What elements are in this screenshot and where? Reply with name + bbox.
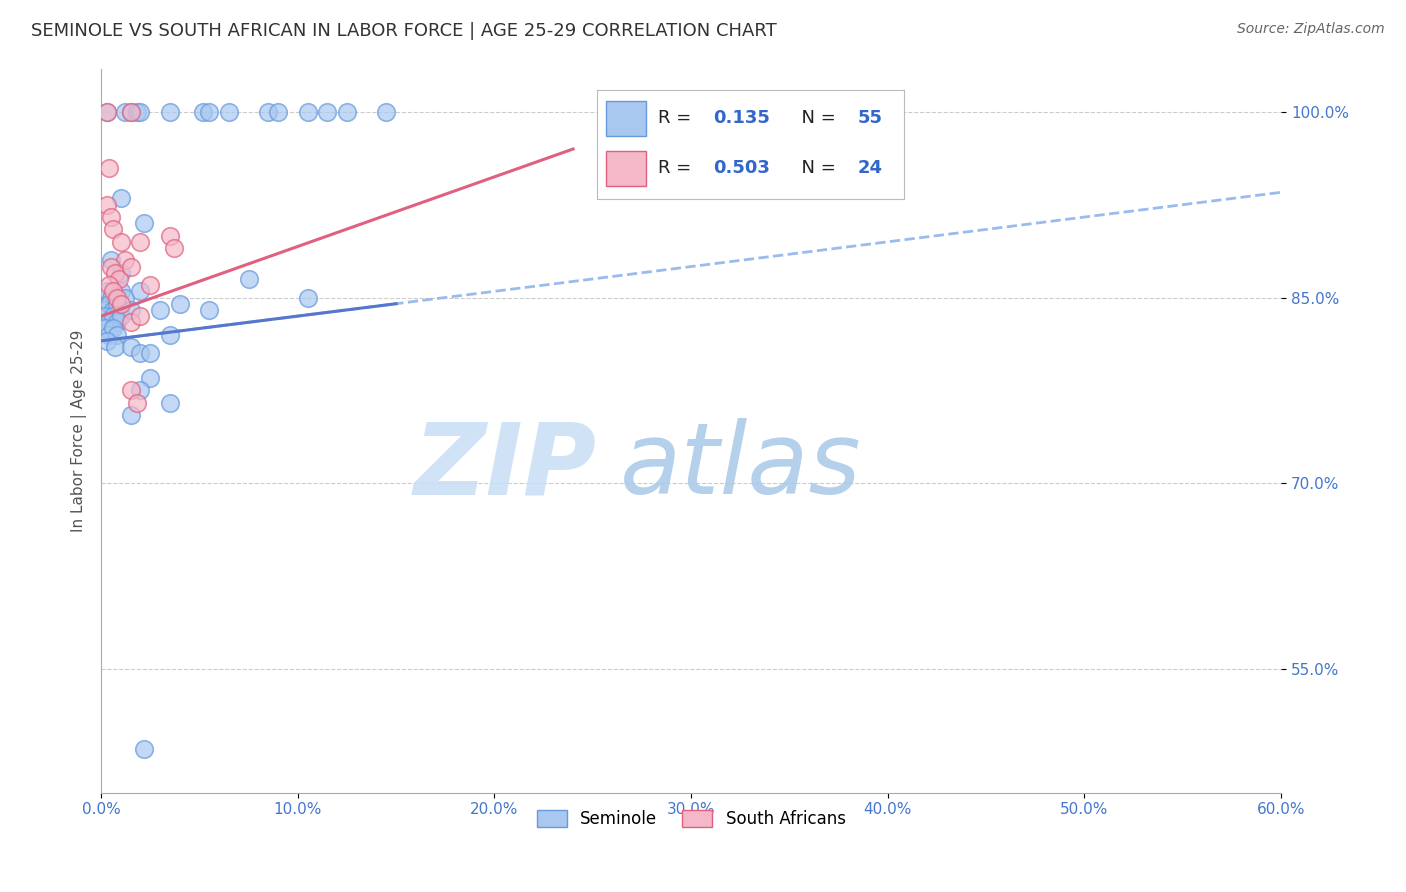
Seminole [98,315,121,329]
South Africans [139,278,162,293]
Seminole [193,104,215,119]
Seminole [297,291,319,305]
Seminole [125,104,148,119]
Seminole [129,285,152,299]
Seminole [129,346,152,360]
Seminole [159,395,181,409]
Seminole [101,302,124,317]
Seminole [267,104,290,119]
Seminole [139,371,162,385]
South Africans [114,253,136,268]
Seminole [120,104,142,119]
Seminole [120,340,142,354]
Seminole [149,302,172,317]
Seminole [94,309,117,323]
Seminole [169,296,191,310]
South Africans [96,197,118,211]
Text: SEMINOLE VS SOUTH AFRICAN IN LABOR FORCE | AGE 25-29 CORRELATION CHART: SEMINOLE VS SOUTH AFRICAN IN LABOR FORCE… [31,22,776,40]
Seminole [96,104,118,119]
South Africans [100,210,122,224]
Seminole [257,104,280,119]
Seminole [105,315,128,329]
Seminole [375,104,398,119]
Seminole [98,296,121,310]
Seminole [159,104,181,119]
Seminole [336,104,359,119]
South Africans [98,161,121,175]
South Africans [105,291,128,305]
Seminole [94,302,117,317]
South Africans [101,222,124,236]
Seminole [110,192,132,206]
Seminole [100,291,122,305]
Seminole [104,340,127,354]
South Africans [100,260,122,274]
Seminole [105,327,128,342]
Seminole [134,216,156,230]
South Africans [120,315,142,329]
Legend: Seminole, South Africans: Seminole, South Africans [530,804,852,835]
Seminole [198,104,221,119]
Seminole [101,321,124,335]
Seminole [134,742,156,756]
Seminole [129,384,152,398]
South Africans [120,104,142,119]
South Africans [159,228,181,243]
South Africans [163,241,186,255]
South Africans [101,285,124,299]
Seminole [101,309,124,323]
Text: ZIP: ZIP [413,418,596,516]
Seminole [129,104,152,119]
South Africans [129,235,152,249]
South Africans [120,260,142,274]
Seminole [238,272,260,286]
Seminole [110,309,132,323]
South Africans [104,266,127,280]
Seminole [100,253,122,268]
South Africans [120,384,142,398]
South Africans [125,395,148,409]
South Africans [110,235,132,249]
South Africans [98,278,121,293]
South Africans [96,104,118,119]
Seminole [110,266,132,280]
South Africans [129,309,152,323]
Seminole [98,327,121,342]
Seminole [104,291,127,305]
Text: atlas: atlas [620,418,862,516]
Seminole [159,327,181,342]
Seminole [94,321,117,335]
Seminole [96,285,118,299]
Seminole [114,291,136,305]
Seminole [120,302,142,317]
Y-axis label: In Labor Force | Age 25-29: In Labor Force | Age 25-29 [72,329,87,532]
Seminole [139,346,162,360]
Text: Source: ZipAtlas.com: Source: ZipAtlas.com [1237,22,1385,37]
Seminole [316,104,339,119]
South Africans [108,272,131,286]
Seminole [198,302,221,317]
Seminole [120,408,142,422]
Seminole [297,104,319,119]
Seminole [114,104,136,119]
Seminole [96,334,118,348]
Seminole [218,104,240,119]
South Africans [110,296,132,310]
Seminole [110,285,132,299]
Seminole [105,296,128,310]
